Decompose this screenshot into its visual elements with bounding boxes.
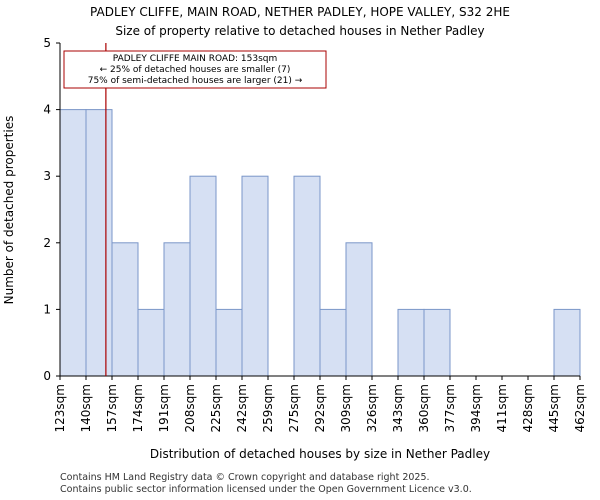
x-tick-label: 309sqm [339, 384, 353, 432]
chart-subtitle: Size of property relative to detached ho… [115, 24, 484, 38]
bar-225sqm [215, 308, 243, 377]
footer-licence: Contains public sector information licen… [60, 484, 472, 495]
bar-191sqm [163, 242, 191, 377]
bars-group [59, 109, 581, 377]
x-tick-label: 462sqm [573, 384, 587, 432]
x-tick-label: 360sqm [417, 384, 431, 432]
x-tick-label: 259sqm [261, 384, 275, 432]
x-ticks-group: 123sqm 140sqm 157sqm 174sqm 191sqm 208sqm 225s… [53, 376, 587, 432]
annotation-box [63, 50, 327, 89]
x-tick-label: 242sqm [235, 384, 249, 432]
x-tick-label: 123sqm [53, 384, 67, 432]
x-tick-label: 140sqm [79, 384, 93, 432]
x-tick-label: 208sqm [183, 384, 197, 432]
x-tick-label: 174sqm [131, 384, 145, 432]
annotation-line-2: ← 25% of detached houses are smaller (7) [100, 65, 291, 75]
bar-208sqm [189, 175, 217, 377]
chart-title: PADLEY CLIFFE, MAIN ROAD, NETHER PADLEY,… [90, 5, 510, 19]
bar-140sqm [85, 109, 113, 377]
footer-copyright: Contains HM Land Registry data © Crown c… [60, 472, 430, 483]
bar-360sqm [423, 308, 451, 377]
bar-445sqm [553, 308, 581, 377]
y-tick-label: 0 [43, 369, 51, 383]
bar-309sqm [345, 242, 373, 377]
marker-group: PADLEY CLIFFE MAIN ROAD: 153sqm← 25% of … [63, 43, 327, 376]
x-tick-label: 428sqm [521, 384, 535, 432]
bar-343sqm [397, 308, 425, 377]
x-tick-label: 191sqm [157, 384, 171, 432]
y-tick-label: 4 [43, 103, 51, 117]
y-tick-label: 2 [43, 236, 51, 250]
x-axis-label: Distribution of detached houses by size … [150, 447, 490, 461]
x-tick-label: 326sqm [365, 384, 379, 432]
x-tick-label: 157sqm [105, 384, 119, 432]
y-tick-label: 3 [43, 169, 51, 183]
bar-275sqm [293, 175, 321, 377]
x-tick-label: 343sqm [391, 384, 405, 432]
bar-292sqm [319, 308, 347, 377]
annotation-line-3: 75% of semi-detached houses are larger (… [88, 76, 303, 86]
x-tick-label: 275sqm [287, 384, 301, 432]
bar-157sqm [111, 242, 139, 377]
y-axis-label: Number of detached properties [2, 116, 16, 305]
y-tick-label: 5 [43, 36, 51, 50]
x-tick-label: 225sqm [209, 384, 223, 432]
bar-242sqm [241, 175, 269, 377]
x-tick-label: 411sqm [495, 384, 509, 432]
x-tick-label: 377sqm [443, 384, 457, 432]
x-tick-label: 394sqm [469, 384, 483, 432]
annotation-line-1: PADLEY CLIFFE MAIN ROAD: 153sqm [113, 54, 278, 64]
y-ticks-group: 0 1 2 3 4 5 [43, 36, 60, 383]
x-tick-label: 445sqm [547, 384, 561, 432]
y-tick-label: 1 [43, 302, 51, 316]
bar-123sqm [59, 109, 87, 377]
bar-174sqm [137, 308, 165, 377]
x-tick-label: 292sqm [313, 384, 327, 432]
